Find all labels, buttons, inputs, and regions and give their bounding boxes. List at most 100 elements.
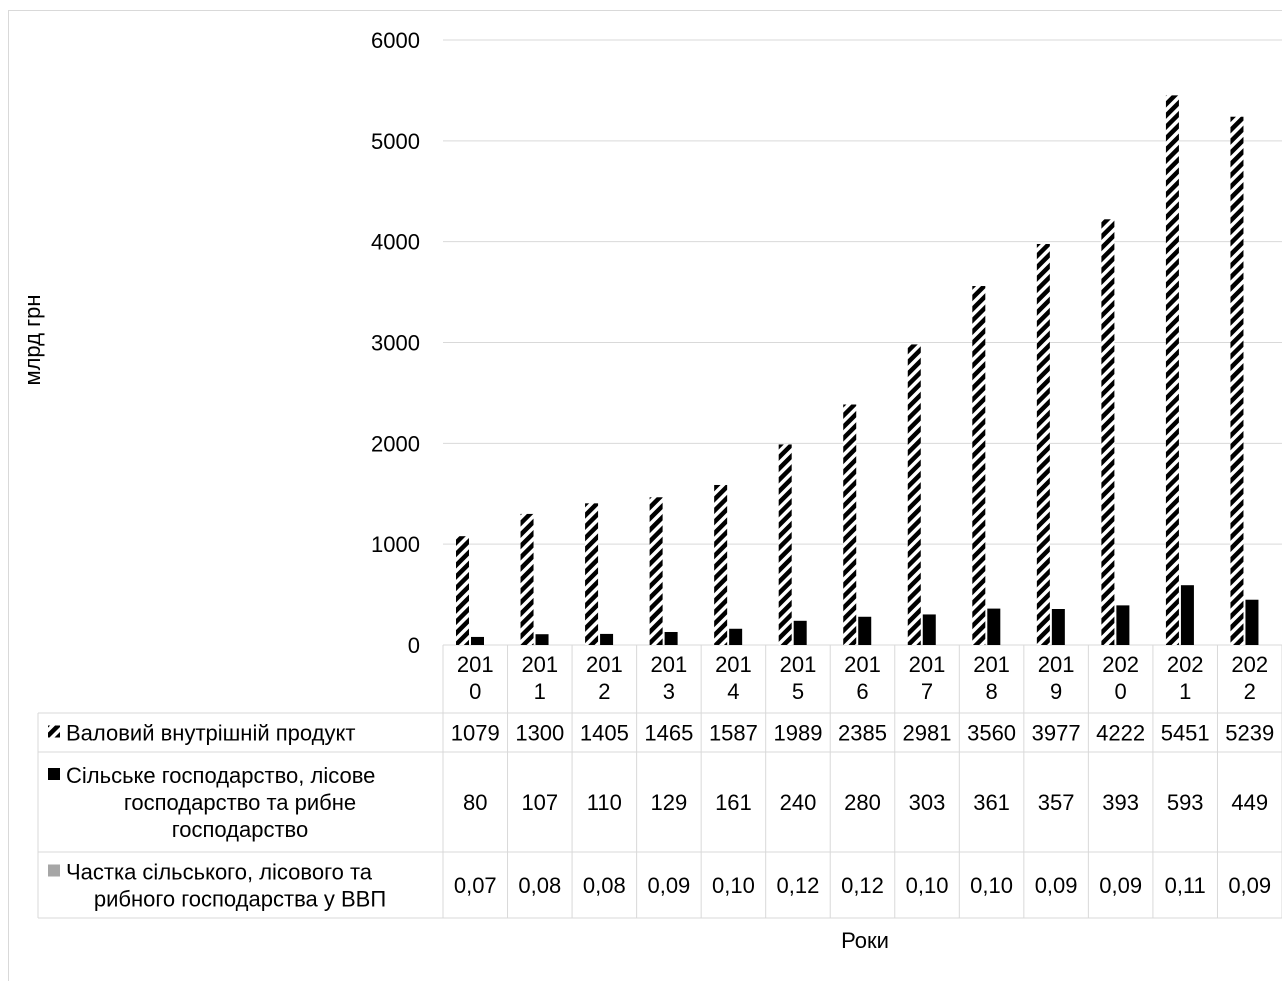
y-tick-label: 6000	[371, 28, 420, 53]
bar-gdp	[1101, 219, 1115, 645]
x-category-label: 2	[1244, 679, 1256, 704]
bar-agriculture	[1051, 609, 1065, 645]
table-value: 1465	[644, 721, 693, 746]
bar-agriculture	[1116, 605, 1130, 645]
x-category-label: 0	[469, 679, 481, 704]
legend-agriculture-swatch	[48, 768, 60, 780]
table-value: 1587	[709, 721, 758, 746]
bar-gdp	[520, 513, 534, 645]
x-category-label: 201	[521, 652, 558, 677]
table-value: 357	[1038, 790, 1075, 815]
x-category-label: 1	[534, 679, 546, 704]
x-category-label: 201	[909, 652, 946, 677]
x-category-label: 202	[1231, 652, 1268, 677]
y-tick-label: 4000	[371, 230, 420, 255]
x-category-label: 201	[586, 652, 623, 677]
x-category-label: 202	[1167, 652, 1204, 677]
table-value: 1300	[515, 721, 564, 746]
x-category-label: 8	[985, 679, 997, 704]
bar-agriculture	[922, 614, 936, 645]
bar-gdp	[843, 404, 857, 645]
bar-agriculture	[471, 636, 484, 645]
bar-agriculture	[987, 608, 1001, 645]
x-category-label: 202	[1102, 652, 1139, 677]
legend-agriculture-label: господарство	[172, 817, 309, 842]
table-value: 80	[463, 790, 487, 815]
y-tick-label: 5000	[371, 129, 420, 154]
bar-gdp	[456, 536, 469, 645]
x-category-label: 201	[973, 652, 1010, 677]
bars	[456, 95, 1259, 646]
data-table: 2010201120122013201420152016201720182019…	[37, 645, 1282, 919]
x-category-label: 3	[663, 679, 675, 704]
table-value: 161	[715, 790, 752, 815]
x-category-label: 201	[780, 652, 817, 677]
table-value: 280	[844, 790, 881, 815]
bar-gdp	[1230, 116, 1244, 645]
table-value: 361	[973, 790, 1010, 815]
table-value: 5451	[1161, 721, 1210, 746]
table-value: 0,09	[1099, 873, 1142, 898]
x-category-label: 201	[651, 652, 688, 677]
legend-gdp-label: Валовий внутрішній продукт	[66, 721, 355, 746]
bar-agriculture	[1245, 599, 1259, 645]
bar-gdp	[972, 286, 986, 645]
bar-agriculture	[664, 631, 678, 645]
table-value: 0,10	[906, 873, 949, 898]
legend-share-label: Частка сільського, лісового та	[66, 860, 373, 885]
x-category-label: 1	[1179, 679, 1191, 704]
table-value: 0,11	[1165, 873, 1206, 898]
bar-agriculture	[729, 628, 743, 645]
bar-agriculture	[535, 634, 549, 645]
x-category-label: 201	[844, 652, 881, 677]
bar-gdp	[714, 484, 728, 645]
bar-gdp	[1165, 95, 1179, 646]
x-category-label: 201	[715, 652, 752, 677]
table-value: 303	[909, 790, 946, 815]
table-value: 449	[1231, 790, 1268, 815]
y-tick-label: 2000	[371, 431, 420, 456]
bar-gdp	[1036, 243, 1050, 645]
bar-gdp	[585, 503, 599, 645]
x-category-label: 201	[1038, 652, 1075, 677]
x-category-label: 6	[856, 679, 868, 704]
bar-agriculture	[1180, 585, 1194, 645]
y-tick-label: 1000	[371, 532, 420, 557]
table-value: 3977	[1032, 721, 1081, 746]
table-value: 110	[587, 790, 622, 815]
table-value: 0,10	[712, 873, 755, 898]
table-value: 0,09	[647, 873, 690, 898]
table-value: 4222	[1096, 721, 1145, 746]
table-value: 1079	[451, 721, 500, 746]
table-value: 393	[1102, 790, 1139, 815]
table-value: 2385	[838, 721, 887, 746]
bar-agriculture	[600, 633, 614, 645]
table-value: 107	[521, 790, 558, 815]
y-tick-label: 0	[408, 633, 420, 658]
bar-agriculture	[858, 616, 872, 645]
x-category-label: 5	[792, 679, 804, 704]
x-category-label: 2	[598, 679, 610, 704]
table-value: 0,12	[841, 873, 884, 898]
legend-agriculture-label: Сільське господарство, лісове	[66, 763, 375, 788]
chart-frame	[8, 10, 1282, 981]
table-value: 0,08	[583, 873, 626, 898]
table-value: 0,12	[777, 873, 820, 898]
bar-gdp	[907, 344, 921, 645]
y-axis-ticks: 0 1000 2000 3000 4000 5000 6000	[371, 28, 420, 658]
table-value: 1405	[580, 721, 629, 746]
x-category-label: 4	[727, 679, 739, 704]
gridlines	[443, 39, 1282, 646]
y-axis-title: млрд грн	[20, 294, 45, 385]
x-axis-title: Роки	[841, 928, 889, 953]
x-category-label: 7	[921, 679, 933, 704]
bar-agriculture	[793, 620, 807, 645]
table-value: 1989	[773, 721, 822, 746]
table-value: 129	[651, 790, 688, 815]
table-value: 593	[1167, 790, 1204, 815]
legend-agriculture-label: господарство та рибне	[124, 790, 356, 815]
bar-gdp	[649, 497, 663, 645]
x-category-label: 201	[457, 652, 494, 677]
legend-share-swatch	[48, 864, 60, 877]
table-value: 0,09	[1035, 873, 1078, 898]
